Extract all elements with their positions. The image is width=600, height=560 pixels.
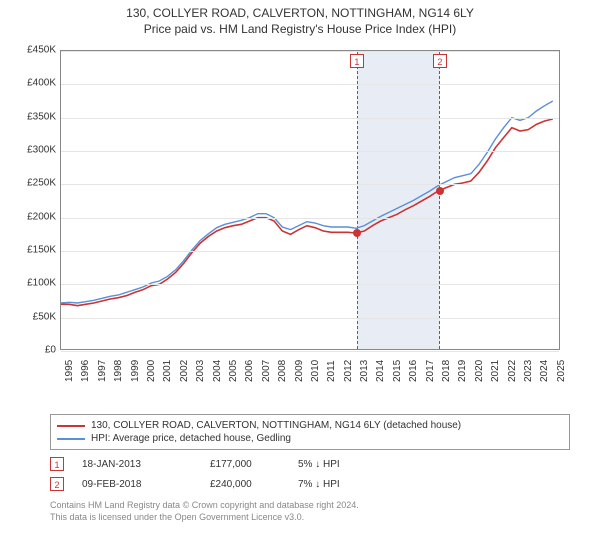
gridline: [61, 284, 559, 285]
chart-container: 130, COLLYER ROAD, CALVERTON, NOTTINGHAM…: [0, 0, 600, 560]
x-axis-label: 2025: [556, 360, 567, 382]
x-axis-label: 2005: [228, 360, 239, 382]
gridline: [61, 251, 559, 252]
footer-attribution: Contains HM Land Registry data © Crown c…: [50, 500, 570, 523]
event-point-dot: [436, 187, 444, 195]
legend-label-property: 130, COLLYER ROAD, CALVERTON, NOTTINGHAM…: [91, 420, 461, 431]
x-axis-label: 2007: [261, 360, 272, 382]
gridline: [61, 51, 559, 52]
x-axis-label: 2021: [490, 360, 501, 382]
gridline: [61, 218, 559, 219]
x-axis-label: 2004: [212, 360, 223, 382]
gridline: [61, 84, 559, 85]
x-axis-label: 1999: [130, 360, 141, 382]
gridline: [61, 351, 559, 352]
down-arrow-icon: ↓: [315, 479, 320, 490]
x-axis-label: 2024: [539, 360, 550, 382]
gridline: [61, 151, 559, 152]
event-2-price: £240,000: [210, 479, 280, 490]
x-axis-label: 2006: [244, 360, 255, 382]
legend-item-hpi: HPI: Average price, detached house, Gedl…: [57, 432, 563, 445]
event-2-change: 7% ↓ HPI: [298, 479, 418, 490]
x-axis-label: 1995: [64, 360, 75, 382]
gridline: [61, 118, 559, 119]
plot-area: 12: [60, 50, 560, 350]
chart-title-line2: Price paid vs. HM Land Registry's House …: [0, 20, 600, 40]
y-axis-label: £200K: [16, 211, 56, 222]
x-axis-label: 2000: [146, 360, 157, 382]
x-axis-label: 2017: [425, 360, 436, 382]
y-axis-label: £400K: [16, 78, 56, 89]
legend-swatch-property: [57, 425, 85, 427]
x-axis-label: 2022: [507, 360, 518, 382]
y-axis-label: £350K: [16, 111, 56, 122]
x-axis-label: 1998: [113, 360, 124, 382]
legend-label-hpi: HPI: Average price, detached house, Gedl…: [91, 433, 291, 444]
y-axis-label: £150K: [16, 245, 56, 256]
event-marker-box: 1: [350, 54, 364, 68]
event-2-date: 09-FEB-2018: [82, 479, 192, 490]
x-axis-label: 2015: [392, 360, 403, 382]
x-axis-label: 1996: [80, 360, 91, 382]
footer-line2: This data is licensed under the Open Gov…: [50, 512, 570, 524]
x-axis-label: 2016: [408, 360, 419, 382]
chart-area: 12 £0£50K£100K£150K£200K£250K£300K£350K£…: [10, 40, 570, 410]
y-axis-label: £450K: [16, 45, 56, 56]
y-axis-label: £0: [16, 345, 56, 356]
x-axis-label: 2010: [310, 360, 321, 382]
x-axis-label: 1997: [97, 360, 108, 382]
legend-swatch-hpi: [57, 438, 85, 440]
event-row-1: 1 18-JAN-2013 £177,000 5% ↓ HPI: [50, 454, 570, 474]
event-1-date: 18-JAN-2013: [82, 459, 192, 470]
line-series-svg: [61, 51, 561, 351]
x-axis-label: 2023: [523, 360, 534, 382]
x-axis-label: 2002: [179, 360, 190, 382]
x-axis-label: 2014: [375, 360, 386, 382]
chart-legend: 130, COLLYER ROAD, CALVERTON, NOTTINGHAM…: [50, 414, 570, 450]
x-axis-label: 2012: [343, 360, 354, 382]
y-axis-label: £300K: [16, 145, 56, 156]
footer-line1: Contains HM Land Registry data © Crown c…: [50, 500, 570, 512]
down-arrow-icon: ↓: [315, 459, 320, 470]
event-point-dot: [353, 229, 361, 237]
y-axis-label: £250K: [16, 178, 56, 189]
gridline: [61, 184, 559, 185]
x-axis-label: 2009: [294, 360, 305, 382]
event-marker-2-icon: 2: [50, 477, 64, 491]
x-axis-label: 2013: [359, 360, 370, 382]
x-axis-label: 2003: [195, 360, 206, 382]
gridline: [61, 318, 559, 319]
event-1-price: £177,000: [210, 459, 280, 470]
x-axis-label: 2019: [457, 360, 468, 382]
event-1-change: 5% ↓ HPI: [298, 459, 418, 470]
x-axis-label: 2011: [326, 360, 337, 382]
x-axis-label: 2020: [474, 360, 485, 382]
chart-title-line1: 130, COLLYER ROAD, CALVERTON, NOTTINGHAM…: [0, 0, 600, 20]
series-property_price: [61, 119, 553, 306]
event-row-2: 2 09-FEB-2018 £240,000 7% ↓ HPI: [50, 474, 570, 494]
x-axis-label: 2018: [441, 360, 452, 382]
event-list: 1 18-JAN-2013 £177,000 5% ↓ HPI 2 09-FEB…: [50, 454, 570, 494]
y-axis-label: £50K: [16, 311, 56, 322]
event-marker-box: 2: [433, 54, 447, 68]
series-hpi: [61, 101, 553, 303]
legend-item-property: 130, COLLYER ROAD, CALVERTON, NOTTINGHAM…: [57, 419, 563, 432]
x-axis-label: 2001: [162, 360, 173, 382]
event-marker-1-icon: 1: [50, 457, 64, 471]
y-axis-label: £100K: [16, 278, 56, 289]
x-axis-label: 2008: [277, 360, 288, 382]
